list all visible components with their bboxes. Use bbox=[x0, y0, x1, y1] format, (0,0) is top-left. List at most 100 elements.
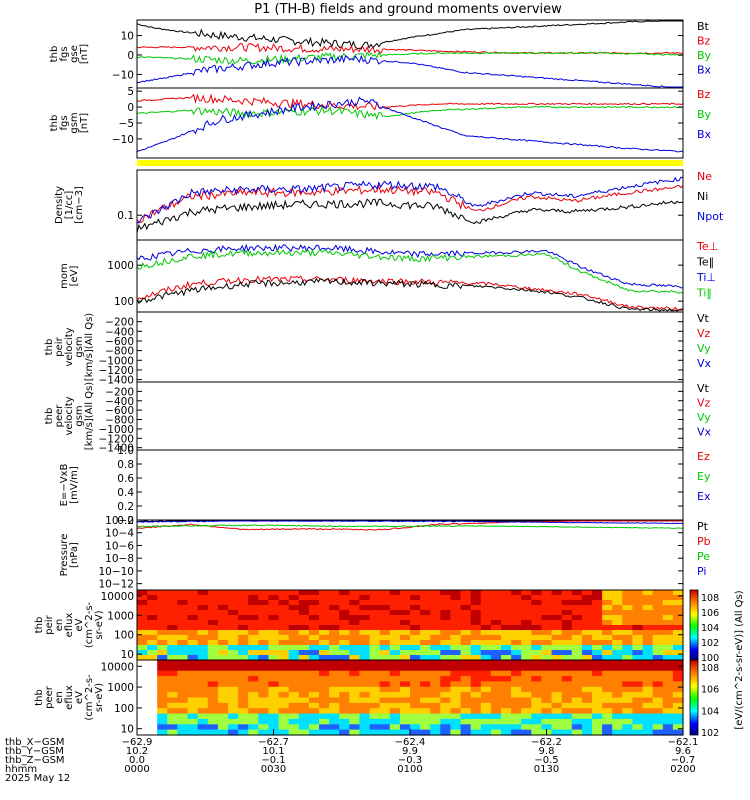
y-axis-label: E=−VxB bbox=[59, 464, 70, 507]
heatmap-cell bbox=[672, 676, 684, 683]
heatmap-cell bbox=[622, 724, 633, 731]
heatmap-cell bbox=[258, 665, 269, 672]
heatmap-cell bbox=[662, 610, 674, 616]
heatmap-cell bbox=[298, 645, 310, 651]
heatmap-cell bbox=[581, 625, 593, 631]
heatmap-cell bbox=[612, 708, 623, 715]
heatmap-cell bbox=[571, 590, 583, 596]
heatmap-cell bbox=[450, 702, 462, 709]
heatmap-cell bbox=[399, 605, 411, 611]
heatmap-cell bbox=[389, 660, 401, 666]
heatmap-cell bbox=[632, 620, 644, 626]
heatmap-cell bbox=[187, 718, 199, 725]
heatmap-cell bbox=[389, 724, 401, 731]
heatmap-cell bbox=[551, 665, 563, 672]
heatmap-cell bbox=[268, 724, 280, 731]
heatmap-cell bbox=[622, 686, 633, 693]
heatmap-cell bbox=[561, 713, 573, 720]
heatmap-cell bbox=[440, 665, 451, 672]
heatmap-cell bbox=[662, 650, 674, 656]
heatmap-cell bbox=[278, 724, 290, 731]
heatmap-cell bbox=[571, 650, 583, 656]
heatmap-cell bbox=[410, 605, 421, 611]
heatmap-cell bbox=[501, 718, 512, 725]
heatmap-cell bbox=[228, 724, 239, 731]
heatmap-cell bbox=[551, 708, 563, 715]
heatmap-cell bbox=[177, 665, 189, 672]
heatmap-cell bbox=[662, 665, 674, 672]
heatmap-cell bbox=[288, 702, 300, 709]
y-tick-label: 10−10 bbox=[98, 566, 134, 578]
heatmap-cell bbox=[399, 630, 411, 636]
heatmap-cell bbox=[531, 686, 542, 693]
heatmap-cell bbox=[167, 660, 178, 666]
heatmap-cell bbox=[622, 635, 633, 641]
heatmap-cell bbox=[642, 713, 654, 720]
legend-label-Ey: Ey bbox=[697, 470, 711, 483]
y-tick-label: 10000 bbox=[101, 591, 134, 603]
heatmap-cell bbox=[420, 620, 431, 626]
heatmap-cell bbox=[369, 708, 381, 715]
heatmap-cell bbox=[359, 655, 371, 661]
colorbar-tick-label: 106 bbox=[701, 608, 719, 619]
heatmap-cell bbox=[551, 692, 563, 699]
heatmap-cell bbox=[228, 645, 239, 651]
heatmap-cell bbox=[329, 676, 340, 683]
heatmap-cell bbox=[612, 702, 623, 709]
colorbar-tick-label: 102 bbox=[701, 638, 719, 649]
heatmap-cell bbox=[329, 718, 340, 725]
heatmap-cell bbox=[177, 640, 189, 646]
heatmap-cell bbox=[298, 640, 310, 646]
heatmap-cell bbox=[571, 686, 583, 693]
heatmap-cell bbox=[258, 610, 269, 616]
heatmap-cell bbox=[329, 697, 340, 704]
heatmap-cell bbox=[329, 595, 340, 601]
heatmap-cell bbox=[420, 645, 431, 651]
heatmap-cell bbox=[308, 620, 320, 626]
heatmap-cell bbox=[319, 620, 330, 626]
x-tick-label-Y: 10.2 bbox=[126, 746, 148, 757]
heatmap-cell bbox=[248, 635, 259, 641]
y-axis-label: thb bbox=[49, 46, 60, 63]
heatmap-cell bbox=[308, 655, 320, 661]
heatmap-cell bbox=[652, 605, 664, 611]
heatmap-cell bbox=[672, 713, 684, 720]
panel-pressure: PtPbPePi10−210−410−610−810−1010−12Pressu… bbox=[59, 515, 711, 591]
heatmap-cell bbox=[379, 708, 391, 715]
heatmap-cell bbox=[359, 686, 371, 693]
heatmap-cell bbox=[288, 610, 300, 616]
heatmap-cell bbox=[389, 692, 401, 699]
heatmap-cell bbox=[167, 655, 178, 661]
heatmap-cell bbox=[551, 595, 563, 601]
heatmap-cell bbox=[238, 620, 249, 626]
heatmap-cell bbox=[349, 615, 360, 621]
heatmap-cell bbox=[157, 718, 168, 725]
heatmap-cell bbox=[430, 697, 441, 704]
heatmap-cell bbox=[642, 610, 654, 616]
heatmap-cell bbox=[521, 702, 532, 709]
heatmap-cell bbox=[258, 702, 269, 709]
heatmap-cell bbox=[511, 676, 522, 683]
heatmap-cell bbox=[632, 595, 644, 601]
heatmap-cell bbox=[379, 640, 391, 646]
heatmap-cell bbox=[440, 713, 451, 720]
heatmap-cell bbox=[642, 665, 654, 672]
legend-label-Ex: Ex bbox=[697, 490, 711, 503]
heatmap-cell bbox=[147, 620, 158, 626]
heatmap-cell bbox=[268, 650, 280, 656]
heatmap-cell bbox=[561, 697, 573, 704]
heatmap-cell bbox=[460, 640, 472, 646]
heatmap-cell bbox=[652, 697, 664, 704]
heatmap-cell bbox=[187, 686, 199, 693]
heatmap-cell bbox=[592, 645, 603, 651]
heatmap-cell bbox=[571, 655, 583, 661]
heatmap-cell bbox=[238, 655, 249, 661]
heatmap-cell bbox=[460, 708, 472, 715]
heatmap-cell bbox=[602, 595, 613, 601]
heatmap-cell bbox=[217, 645, 229, 651]
heatmap-cell bbox=[399, 713, 411, 720]
heatmap-cell bbox=[369, 724, 381, 731]
heatmap-cell bbox=[632, 655, 644, 661]
